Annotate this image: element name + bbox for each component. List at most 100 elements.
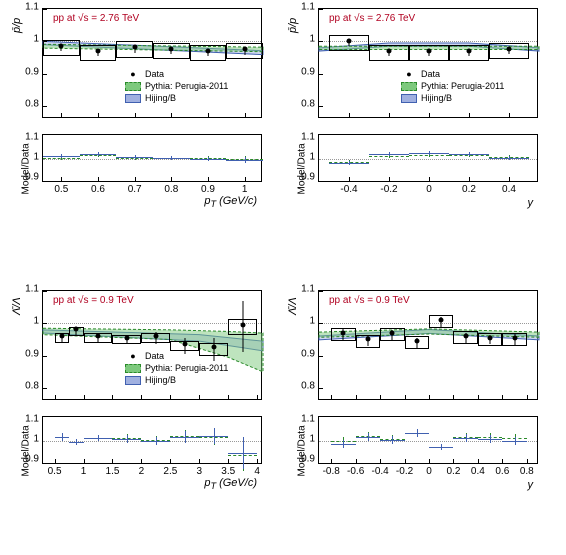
legend-item-pythia: Pythia: Perugia-2011 bbox=[125, 363, 228, 373]
y-tick bbox=[43, 291, 47, 292]
x-tick bbox=[55, 459, 56, 463]
legend-label: Hijing/B bbox=[145, 93, 176, 103]
ratio-plot: 0.911.10.50.60.70.80.91Model/DatapT (GeV… bbox=[42, 134, 262, 182]
ratio-hijing bbox=[226, 157, 263, 163]
y-tick-label: 1 bbox=[293, 316, 315, 327]
chart-panel-bot-right: 0.80.911.1pp at √s = 0.9 TeVΛ̄/Λ0.911.1-… bbox=[318, 290, 538, 464]
x-tick bbox=[55, 395, 56, 399]
ratio-hijing bbox=[190, 157, 227, 162]
ratio-hijing bbox=[331, 440, 355, 449]
ratio-hijing bbox=[489, 156, 529, 161]
x-tick bbox=[349, 177, 350, 181]
x-tick-label: 0.5 bbox=[48, 466, 62, 477]
x-tick-label: 0 bbox=[426, 466, 432, 477]
panel-title: pp at √s = 0.9 TeV bbox=[53, 295, 134, 306]
y-tick-label: 0.8 bbox=[293, 381, 315, 392]
x-tick bbox=[112, 459, 113, 463]
x-tick bbox=[389, 177, 390, 181]
legend-label: Data bbox=[145, 351, 164, 361]
data-point bbox=[59, 43, 64, 48]
data-point bbox=[347, 38, 352, 43]
data-point bbox=[390, 330, 395, 335]
data-point bbox=[74, 327, 79, 332]
x-tick bbox=[502, 395, 503, 399]
x-tick bbox=[453, 395, 454, 399]
x-tick bbox=[257, 395, 258, 399]
data-point bbox=[124, 335, 129, 340]
x-tick bbox=[228, 395, 229, 399]
data-point bbox=[507, 47, 512, 52]
legend-label: Hijing/B bbox=[145, 375, 176, 385]
x-tick bbox=[331, 459, 332, 463]
x-tick bbox=[356, 395, 357, 399]
x-tick bbox=[389, 113, 390, 117]
data-point bbox=[341, 330, 346, 335]
ratio-hijing bbox=[449, 152, 489, 157]
ratio-hijing bbox=[43, 154, 80, 159]
x-tick-label: -0.6 bbox=[347, 466, 364, 477]
data-point bbox=[132, 45, 137, 50]
x-tick-label: 1.5 bbox=[106, 466, 120, 477]
x-tick bbox=[171, 113, 172, 117]
x-tick bbox=[112, 395, 113, 399]
legend-label: Pythia: Perugia-2011 bbox=[421, 81, 504, 91]
y-tick bbox=[319, 323, 323, 324]
ratio-hijing bbox=[409, 151, 449, 156]
y-tick-label: 1.1 bbox=[17, 284, 39, 295]
data-point bbox=[211, 345, 216, 350]
ratio-hijing bbox=[502, 437, 526, 446]
y-tick-label: 0.8 bbox=[17, 381, 39, 392]
x-tick bbox=[245, 177, 246, 181]
x-tick-label: 0.4 bbox=[502, 184, 516, 195]
data-point bbox=[512, 335, 517, 340]
x-tick bbox=[135, 177, 136, 181]
x-tick bbox=[228, 459, 229, 463]
ratio-hijing bbox=[453, 434, 477, 441]
y-tick bbox=[43, 106, 47, 107]
main-plot: 0.80.911.1pp at √s = 0.9 TeVΛ̄/Λ bbox=[318, 290, 538, 400]
y-tick-label: 1.1 bbox=[17, 2, 39, 13]
x-tick bbox=[469, 113, 470, 117]
x-tick bbox=[98, 113, 99, 117]
x-tick-label: 2.5 bbox=[163, 466, 177, 477]
x-tick-label: 0.2 bbox=[446, 466, 460, 477]
x-tick bbox=[356, 459, 357, 463]
x-tick bbox=[98, 177, 99, 181]
y-tick bbox=[319, 41, 323, 42]
x-tick bbox=[469, 177, 470, 181]
x-tick bbox=[429, 395, 430, 399]
y-tick bbox=[319, 9, 323, 10]
x-tick bbox=[527, 459, 528, 463]
x-tick bbox=[170, 395, 171, 399]
y-tick-label: 1 bbox=[293, 34, 315, 45]
ratio-y-axis-label: Model/Data bbox=[297, 125, 308, 195]
data-point bbox=[414, 338, 419, 343]
legend-item-point: ●Data bbox=[401, 69, 440, 79]
legend-item-pythia: Pythia: Perugia-2011 bbox=[401, 81, 504, 91]
x-tick bbox=[405, 395, 406, 399]
x-tick-label: 0.5 bbox=[54, 184, 68, 195]
y-tick bbox=[43, 388, 47, 389]
x-axis-label: pT (GeV/c) bbox=[204, 477, 257, 491]
ratio-hijing bbox=[429, 444, 453, 451]
y-tick bbox=[319, 74, 323, 75]
data-point bbox=[206, 48, 211, 53]
x-tick bbox=[331, 395, 332, 399]
y-tick-label: 0.9 bbox=[293, 66, 315, 77]
x-tick-label: 0.7 bbox=[128, 184, 142, 195]
x-tick-label: 0.6 bbox=[495, 466, 509, 477]
x-tick-label: 3.5 bbox=[221, 466, 235, 477]
data-point bbox=[96, 333, 101, 338]
x-tick bbox=[527, 395, 528, 399]
legend-item-point: ●Data bbox=[125, 69, 164, 79]
y-tick-label: 1.1 bbox=[293, 284, 315, 295]
model-bands bbox=[319, 291, 539, 401]
ratio-hijing bbox=[153, 156, 190, 161]
ratio-hijing bbox=[170, 431, 199, 442]
x-axis-label: y bbox=[528, 197, 534, 209]
panel-title: pp at √s = 2.76 TeV bbox=[53, 13, 139, 24]
y-tick-label: 1 bbox=[17, 316, 39, 327]
legend-label: Pythia: Perugia-2011 bbox=[145, 363, 228, 373]
x-tick bbox=[453, 459, 454, 463]
x-tick bbox=[84, 459, 85, 463]
